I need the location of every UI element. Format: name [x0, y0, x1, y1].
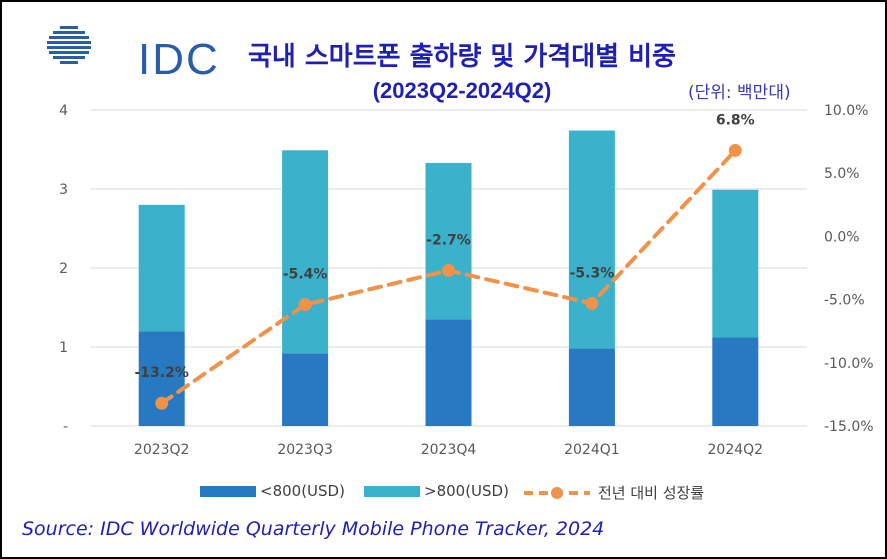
legend-swatch-under-800: [200, 485, 256, 497]
y-right-tick-label: 10.0%: [824, 103, 868, 119]
y-left-tick-label: 2: [59, 261, 68, 277]
x-tick-label: 2023Q2: [134, 442, 190, 458]
x-tick-label: 2023Q4: [421, 442, 477, 458]
bar-over-800: [568, 130, 615, 349]
legend-item-under-800: <800(USD): [200, 482, 345, 500]
legend-label-over-800: >800(USD): [424, 482, 509, 500]
growth-data-label: -2.7%: [426, 233, 471, 249]
bar-under-800: [712, 337, 759, 426]
legend-swatch-growth: [524, 486, 590, 499]
growth-data-label: -13.2%: [135, 365, 189, 381]
bar-over-800: [425, 162, 472, 320]
chart-title: 국내 스마트폰 출하량 및 가격대별 비중: [248, 42, 676, 72]
legend-swatch-over-800: [364, 485, 420, 497]
bar-under-800: [568, 348, 615, 426]
y-left-tick-label: 3: [59, 182, 68, 198]
y-right-tick-label: 5.0%: [824, 166, 860, 182]
bar-over-800: [282, 150, 329, 354]
legend-label-growth: 전년 대비 성장률: [598, 484, 705, 502]
bar-over-800: [138, 204, 185, 332]
legend-item-growth: 전년 대비 성장률: [522, 482, 704, 503]
x-tick-label: 2023Q3: [277, 442, 333, 458]
source-note: Source: IDC Worldwide Quarterly Mobile P…: [22, 518, 605, 540]
y-left-tick-label: 1: [59, 340, 68, 356]
bar-under-800: [138, 331, 185, 426]
bar-over-800: [712, 189, 759, 338]
y-right-tick-label: -15.0%: [824, 419, 874, 435]
idc-logo: IDC: [46, 24, 218, 82]
growth-point: [442, 264, 455, 278]
y-left-tick-label: 4: [59, 103, 68, 119]
legend-item-over-800: >800(USD): [364, 482, 509, 500]
growth-point: [728, 143, 742, 157]
y-right-tick-label: 0.0%: [824, 229, 860, 245]
growth-point: [155, 396, 169, 410]
unit-label: (단위: 백만대): [688, 83, 791, 103]
y-right-tick-label: -5.0%: [824, 293, 865, 309]
growth-data-label: -5.3%: [570, 265, 615, 281]
legend: <800(USD) >800(USD) 전년 대비 성장률: [2, 482, 887, 504]
x-tick-label: 2024Q2: [708, 442, 764, 458]
globe-icon: [47, 26, 91, 64]
chart-subtitle: (2023Q2-2024Q2): [372, 78, 552, 103]
y-right-tick-label: -10.0%: [824, 356, 874, 372]
growth-data-label: -5.4%: [283, 267, 328, 283]
growth-data-label: 6.8%: [716, 112, 755, 128]
growth-point: [585, 296, 599, 310]
y-left-tick-label: -: [63, 419, 68, 435]
legend-label-under-800: <800(USD): [260, 482, 345, 500]
bar-under-800: [282, 353, 329, 426]
logo-text: IDC: [138, 35, 220, 84]
growth-point: [298, 298, 312, 312]
bar-under-800: [425, 319, 472, 426]
x-tick-label: 2024Q1: [564, 442, 620, 458]
